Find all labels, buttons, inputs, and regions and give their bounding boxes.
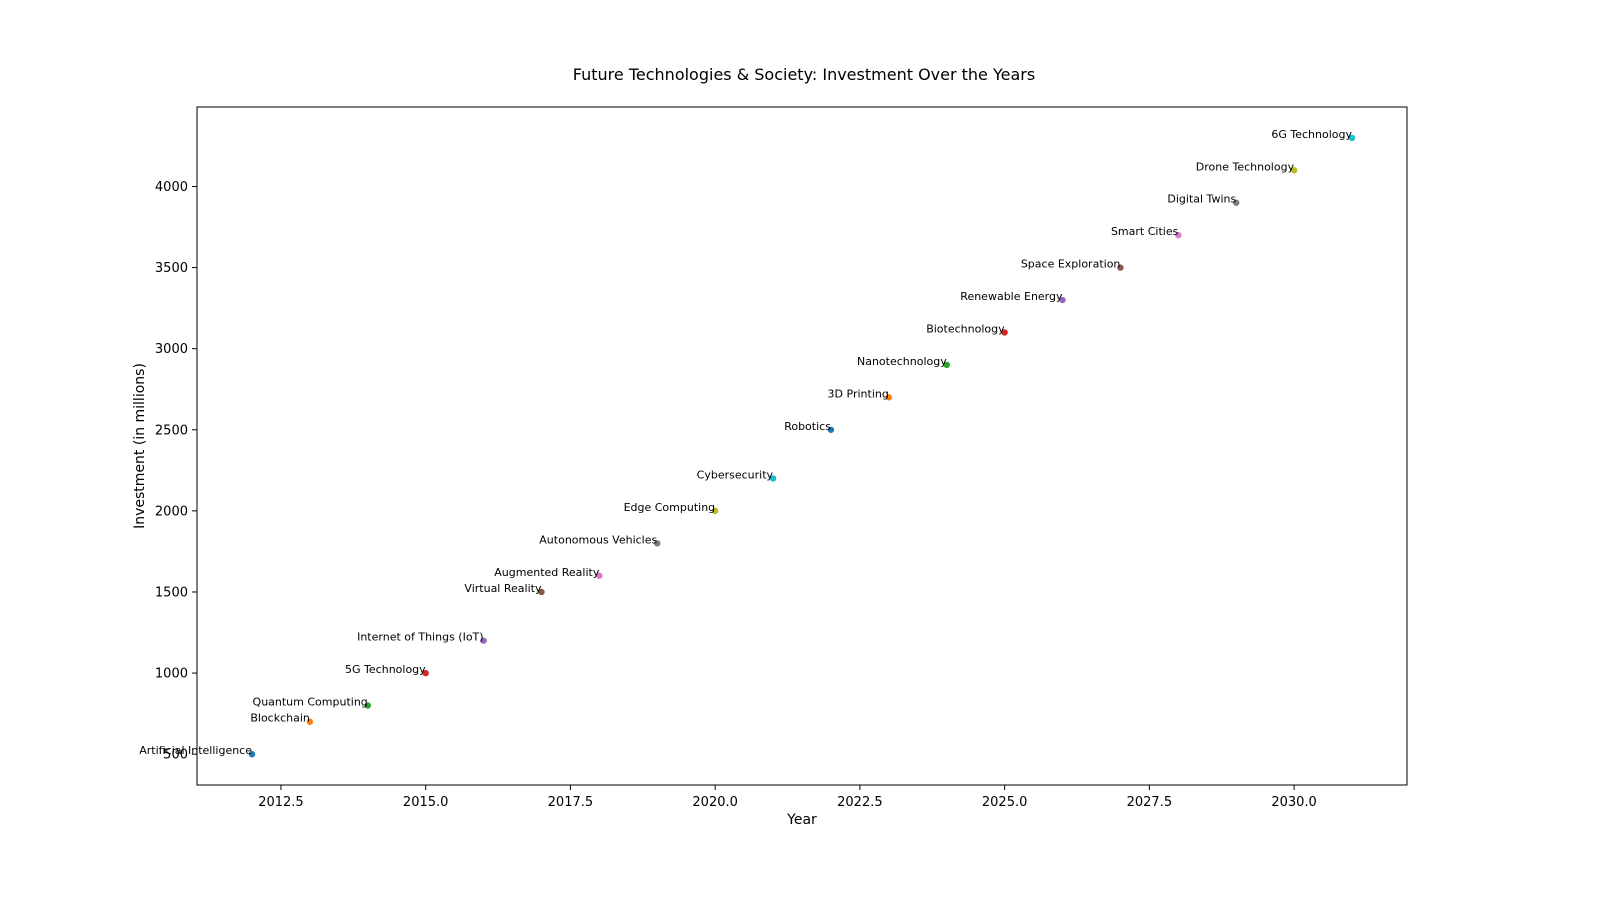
- y-axis-label: Investment (in millions): [132, 363, 148, 529]
- data-point-label: Smart Cities: [1111, 225, 1179, 238]
- data-point: [538, 588, 545, 596]
- data-point-label: Biotechnology: [926, 322, 1005, 335]
- data-point: [1233, 199, 1240, 206]
- x-tick-label: 2025.0: [982, 795, 1028, 810]
- data-point: [827, 426, 835, 433]
- data-point: [596, 572, 603, 579]
- data-point-label: Edge Computing: [624, 501, 716, 514]
- data-point: [306, 718, 314, 725]
- data-point: [1117, 264, 1124, 271]
- data-points: [248, 134, 1356, 758]
- y-axis-ticks: 500 1000 1500 2000 2500 3000 3500 4000: [155, 180, 197, 763]
- data-point-label: 6G Technology: [1271, 128, 1352, 141]
- data-point-label: Virtual Reality: [464, 582, 542, 595]
- plot-frame: [196, 106, 1408, 786]
- x-tick-label: 2012.5: [258, 795, 304, 810]
- y-tick-label: 2000: [155, 504, 188, 519]
- y-tick-label: 3500: [155, 261, 188, 276]
- data-point-label: Cybersecurity: [697, 468, 774, 481]
- y-tick-label: 1000: [155, 667, 188, 682]
- y-tick-label: 4000: [155, 180, 188, 195]
- data-point-label: Drone Technology: [1196, 160, 1295, 173]
- y-tick-label: 500: [163, 748, 188, 763]
- data-point-label: Robotics: [784, 420, 831, 433]
- data-point-label: Blockchain: [250, 712, 310, 725]
- data-point: [480, 637, 487, 644]
- data-point: [1001, 329, 1008, 336]
- data-point: [1348, 134, 1356, 142]
- data-point-label: Nanotechnology: [857, 355, 947, 368]
- x-axis-ticks: 2012.5 2015.0 2017.5 2020.0 2022.5 2025.0 2027…: [258, 785, 1317, 810]
- data-point: [422, 669, 429, 677]
- y-tick-label: 1500: [155, 585, 188, 600]
- data-point-label: Artificial Intelligence: [139, 744, 252, 757]
- data-point: [885, 394, 893, 401]
- data-point-label: Quantum Computing: [253, 696, 368, 709]
- data-point-label: Renewable Energy: [960, 290, 1063, 303]
- x-tick-label: 2022.5: [837, 795, 883, 810]
- x-axis-label: Year: [786, 812, 817, 828]
- data-point: [1175, 231, 1182, 239]
- data-point: [248, 750, 256, 758]
- data-point-label: Digital Twins: [1167, 193, 1236, 206]
- x-tick-label: 2015.0: [403, 795, 449, 810]
- point-labels: Artificial Intelligence Blockchain Quantum…: [139, 128, 1352, 757]
- x-tick-label: 2027.5: [1127, 795, 1173, 810]
- data-point: [1059, 296, 1066, 304]
- y-tick-label: 2500: [155, 423, 188, 438]
- data-point-label: Augmented Reality: [494, 566, 600, 579]
- y-tick-label: 3000: [155, 342, 188, 357]
- data-point-label: Autonomous Vehicles: [539, 533, 657, 546]
- x-tick-label: 2030.0: [1271, 795, 1317, 810]
- data-point: [711, 507, 719, 515]
- chart-title: Future Technologies & Society: Investmen…: [573, 65, 1035, 84]
- data-point-label: Space Exploration: [1021, 258, 1121, 271]
- data-point-label: Internet of Things (IoT): [357, 631, 483, 644]
- x-tick-label: 2017.5: [548, 795, 594, 810]
- data-point: [769, 475, 777, 482]
- data-point-label: 5G Technology: [345, 663, 426, 676]
- data-point-label: 3D Printing: [828, 387, 889, 400]
- data-point: [1290, 167, 1298, 174]
- x-tick-label: 2020.0: [692, 795, 738, 810]
- data-point: [364, 702, 371, 709]
- data-point: [943, 361, 950, 369]
- data-point: [654, 540, 661, 547]
